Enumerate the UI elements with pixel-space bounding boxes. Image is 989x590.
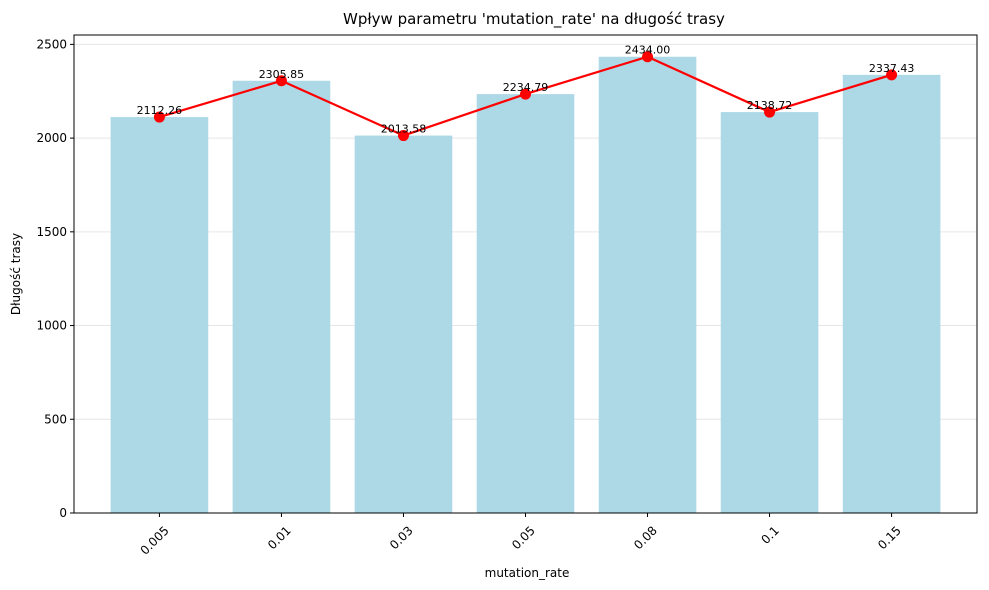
data-label-0.01: 2305.85 — [259, 68, 305, 81]
chart-title: Wpływ parametru 'mutation_rate' na długo… — [343, 10, 725, 29]
bar-0.1 — [720, 112, 819, 513]
x-tick-label: 0.03 — [387, 523, 416, 552]
marker-0.03 — [397, 130, 409, 142]
x-tick-label: 0.005 — [138, 523, 172, 557]
y-tick-label: 2500 — [36, 37, 67, 51]
x-tick-label: 0.15 — [875, 523, 904, 552]
x-axis-label: mutation_rate — [485, 566, 570, 580]
y-tick-label: 500 — [44, 412, 67, 426]
y-tick-label: 0 — [59, 506, 67, 520]
data-label-0.15: 2337.43 — [869, 62, 915, 75]
data-label-0.08: 2434.00 — [625, 44, 671, 57]
bar-0.01 — [232, 80, 331, 513]
data-label-0.05: 2234.79 — [503, 81, 549, 94]
line-markers — [153, 51, 898, 142]
x-tick-label: 0.01 — [265, 523, 294, 552]
marker-0.08 — [642, 51, 654, 63]
x-tick-label: 0.1 — [758, 523, 781, 546]
data-label-0.1: 2138.72 — [747, 99, 793, 112]
y-tick-label: 1000 — [36, 319, 67, 333]
x-tick-label: 0.05 — [509, 523, 538, 552]
data-label-0.03: 2013.58 — [381, 123, 427, 136]
bar-0.15 — [842, 74, 941, 513]
bar-0.05 — [476, 94, 575, 513]
data-labels: 2112.26 2305.85 2013.58 2234.79 2434.00 2138.… — [137, 44, 915, 136]
y-axis-ticks: 0 500 1000 1500 2000 2500 — [36, 37, 74, 520]
bar-0.005 — [110, 117, 209, 513]
data-label-0.005: 2112.26 — [137, 104, 183, 117]
y-tick-label: 1500 — [36, 225, 67, 239]
marker-0.1 — [764, 106, 776, 118]
y-axis-label: Długość trasy — [9, 233, 23, 315]
x-tick-label: 0.08 — [631, 523, 660, 552]
bars — [110, 56, 941, 513]
bar-0.03 — [354, 135, 453, 513]
x-axis-ticks: 0.005 0.01 0.03 0.05 0.08 0.1 0.15 — [138, 513, 904, 558]
marker-0.005 — [153, 111, 165, 123]
marker-0.05 — [520, 88, 531, 100]
y-tick-label: 2000 — [36, 131, 67, 145]
marker-0.15 — [886, 69, 898, 81]
bar-0.08 — [598, 56, 697, 513]
marker-0.01 — [275, 75, 287, 87]
